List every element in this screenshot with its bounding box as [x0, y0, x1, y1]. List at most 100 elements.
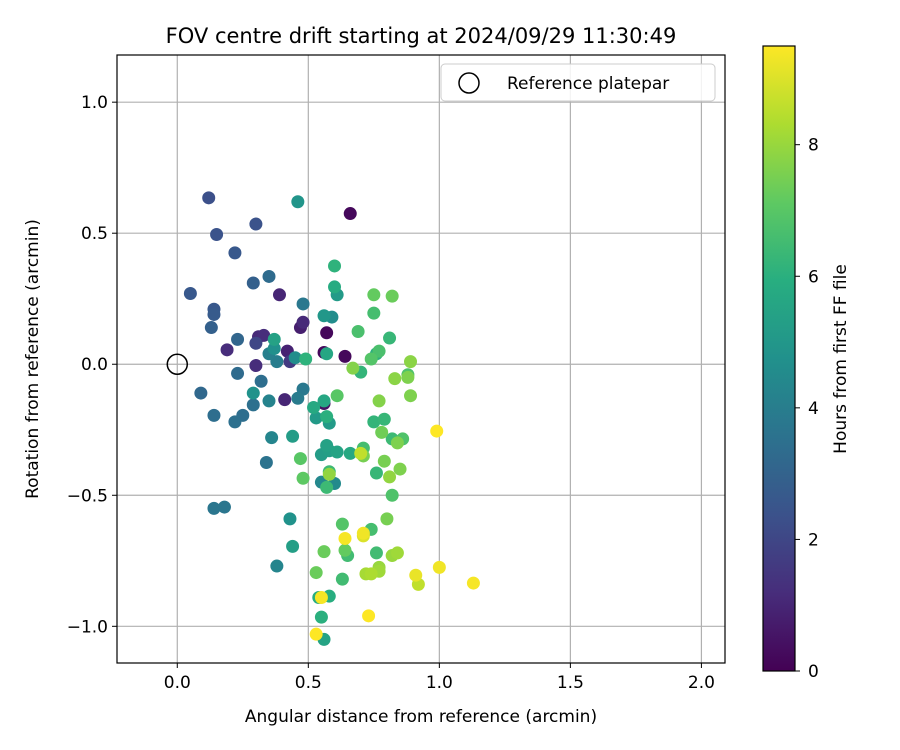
data-point — [257, 328, 271, 342]
data-point — [338, 532, 352, 546]
data-point — [296, 297, 310, 311]
data-point — [220, 343, 234, 357]
data-point — [390, 546, 404, 560]
x-tick-label: 1.0 — [426, 673, 453, 693]
data-point — [246, 398, 260, 412]
data-point — [259, 456, 273, 470]
data-point — [385, 488, 399, 502]
data-point — [383, 331, 397, 345]
colorbar-tick-label: 6 — [808, 267, 819, 287]
colorbar-frame — [762, 45, 796, 672]
data-point — [270, 559, 284, 573]
data-point — [330, 389, 344, 403]
data-point — [309, 566, 323, 580]
data-point — [265, 431, 279, 445]
data-point — [262, 394, 276, 408]
y-tick-label: −0.5 — [67, 486, 108, 506]
data-point — [380, 512, 394, 526]
colorbar-label: Hours from first FF file — [831, 264, 851, 454]
data-point — [338, 543, 352, 557]
data-point — [354, 446, 368, 460]
data-point — [217, 500, 231, 514]
data-point — [351, 324, 365, 338]
chart-title: FOV centre drift starting at 2024/09/29 … — [166, 24, 677, 48]
data-point — [296, 471, 310, 485]
reference-marker — [166, 353, 189, 375]
data-point — [335, 517, 349, 531]
data-point — [320, 326, 334, 340]
data-point — [377, 454, 391, 468]
data-point — [401, 370, 415, 384]
data-point — [346, 361, 360, 375]
legend-reference-icon — [458, 72, 480, 94]
colorbar-tick-label: 2 — [808, 530, 819, 550]
data-point — [270, 355, 284, 369]
data-point — [343, 207, 357, 221]
data-point — [194, 386, 208, 400]
data-point — [356, 526, 370, 540]
data-point — [307, 400, 321, 414]
x-tick-label: 0.0 — [164, 673, 191, 693]
data-point — [372, 344, 386, 358]
data-point — [254, 374, 268, 388]
data-point — [228, 246, 242, 260]
data-point — [372, 394, 386, 408]
data-point — [377, 412, 391, 426]
data-point — [393, 462, 407, 476]
data-point — [317, 545, 331, 559]
data-point — [246, 276, 260, 290]
y-axis-ticks: −1.0 −0.5 0.0 0.5 1.0 — [67, 93, 117, 637]
data-point — [267, 332, 281, 346]
data-point — [388, 372, 402, 386]
plot-frame — [116, 54, 726, 664]
data-point — [362, 609, 376, 623]
data-point — [367, 306, 381, 320]
data-point — [183, 286, 197, 300]
data-point — [207, 307, 221, 321]
data-point — [249, 336, 263, 350]
data-point — [283, 512, 297, 526]
data-point — [314, 590, 328, 604]
data-point — [330, 445, 344, 459]
y-tick-label: 0.5 — [81, 224, 108, 244]
data-point — [320, 410, 334, 424]
legend-box — [440, 63, 716, 102]
data-point — [432, 560, 446, 574]
data-point — [375, 425, 389, 439]
data-point — [272, 288, 286, 302]
x-tick-label: 1.5 — [557, 673, 584, 693]
data-point — [231, 366, 245, 380]
data-point — [385, 289, 399, 303]
data-point — [278, 393, 292, 407]
data-point — [367, 415, 381, 429]
data-point — [338, 349, 352, 363]
data-point — [466, 576, 480, 590]
data-point — [246, 386, 260, 400]
data-point — [383, 470, 397, 484]
data-point — [317, 394, 331, 408]
y-tick-label: −1.0 — [67, 617, 108, 637]
data-point — [430, 424, 444, 438]
y-tick-label: 0.0 — [81, 355, 108, 375]
data-point — [204, 321, 218, 335]
y-tick-label: 1.0 — [81, 93, 108, 113]
x-tick-label: 2.0 — [688, 673, 715, 693]
data-point — [231, 332, 245, 346]
colorbar-tick-label: 0 — [808, 662, 819, 682]
data-point — [291, 195, 305, 209]
data-point — [404, 389, 418, 403]
grid-lines — [117, 55, 725, 663]
data-point — [320, 347, 334, 361]
data-point — [249, 359, 263, 373]
data-point — [343, 446, 357, 460]
data-point — [328, 259, 342, 273]
data-point — [299, 352, 313, 366]
data-point — [267, 342, 281, 356]
data-point — [210, 228, 224, 242]
data-point — [309, 411, 323, 425]
data-point — [369, 546, 383, 560]
data-point — [320, 438, 334, 452]
data-point — [228, 415, 242, 429]
colorbar-tick-label: 8 — [808, 136, 819, 156]
